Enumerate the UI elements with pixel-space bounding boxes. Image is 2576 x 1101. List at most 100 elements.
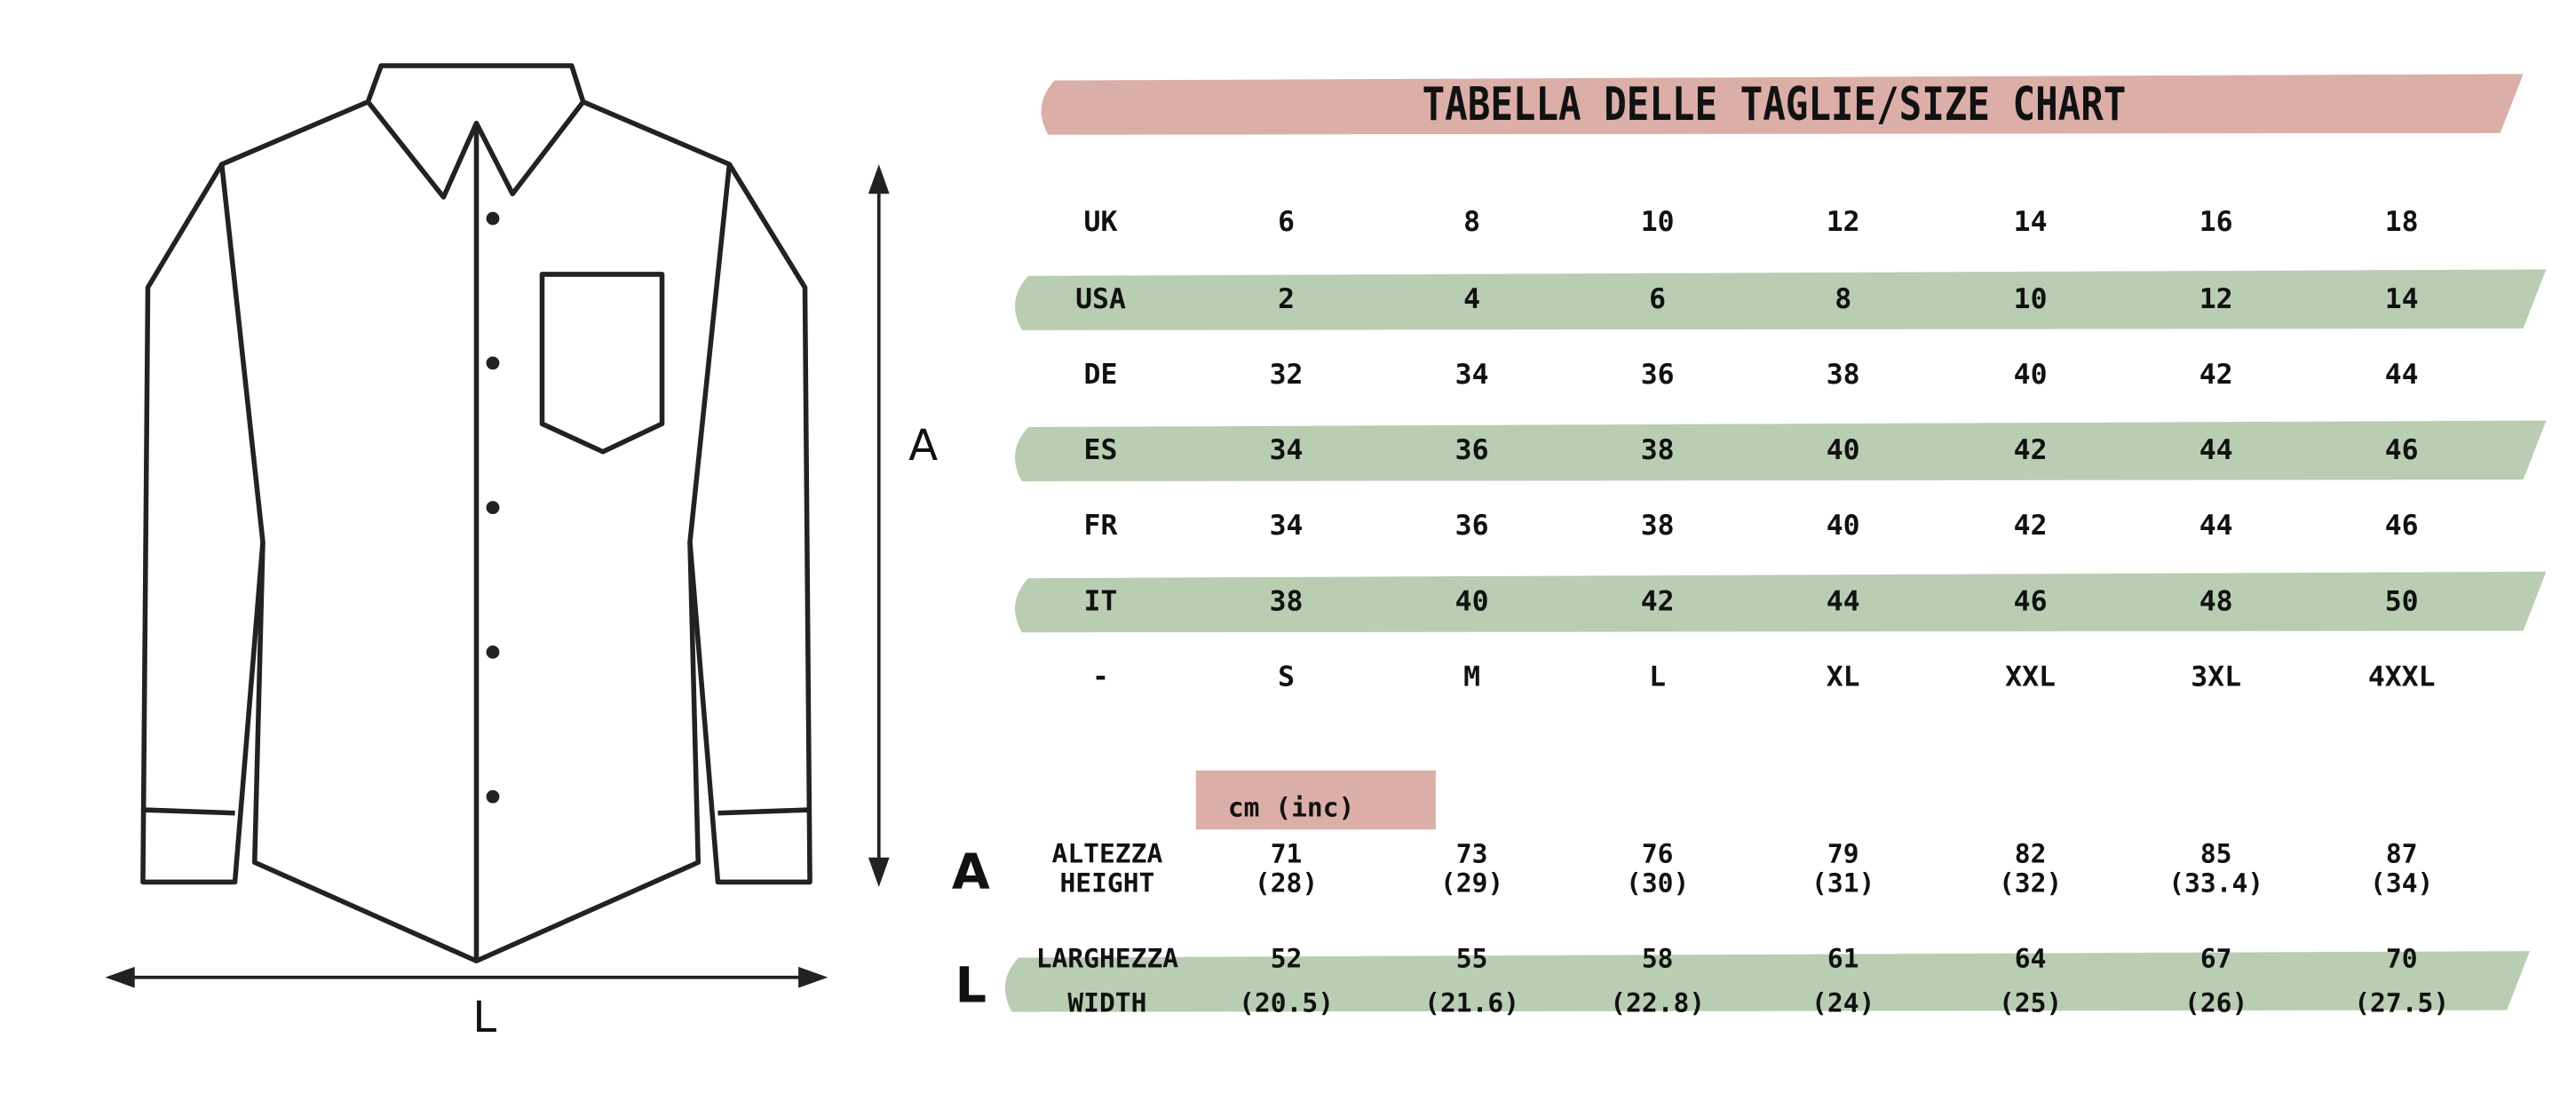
highlight-bands [1004, 74, 2547, 1012]
measure-inch: (31) [1811, 867, 1875, 899]
size-cell: 36 [1640, 359, 1675, 392]
measure-letter: L [955, 956, 987, 1015]
measure-cm: 79 [1827, 837, 1859, 869]
measure-inch: (26) [2184, 986, 2248, 1018]
measure-inch: (22.8) [1610, 986, 1706, 1018]
size-cell: 8 [1463, 206, 1481, 240]
size-cell: 14 [2013, 206, 2048, 240]
size-cell: 12 [2199, 283, 2233, 317]
size-cell: 46 [2013, 585, 2048, 619]
row-label: ES [1083, 434, 1118, 468]
size-cell: 38 [1640, 434, 1675, 468]
row-label: USA [1075, 283, 1126, 317]
size-cell: 3XL [2191, 661, 2242, 694]
measure-inch: (24) [1811, 986, 1875, 1018]
measure-cm: 58 [1641, 942, 1674, 975]
size-cell: 42 [2013, 510, 2048, 543]
measure-cm: 55 [1455, 942, 1488, 975]
row-label: IT [1083, 585, 1118, 619]
measure-cm: 85 [2200, 837, 2232, 869]
measure-inch: (20.5) [1239, 986, 1335, 1018]
row-band [1014, 571, 2547, 633]
size-cell: 12 [1826, 206, 1860, 240]
measure-cm: 70 [2385, 942, 2418, 975]
size-cell: 40 [1826, 510, 1860, 543]
size-cell: 10 [1640, 206, 1675, 240]
title-band [1041, 74, 2524, 135]
size-cell: 4XXL [2367, 661, 2436, 694]
size-cell: 34 [1269, 510, 1304, 543]
measure-cm: 87 [2385, 837, 2418, 869]
measure-inch: (27.5) [2354, 986, 2450, 1018]
measure-inch: (33.4) [2168, 867, 2264, 899]
unit-badge-bg [1195, 770, 1436, 830]
size-cell: 36 [1454, 510, 1489, 543]
size-cell: 50 [2384, 585, 2419, 619]
measure-inch: (32) [1998, 867, 2063, 899]
size-cell: 10 [2013, 283, 2048, 317]
measure-cm: 73 [1455, 837, 1488, 869]
size-cell: 42 [2199, 359, 2233, 392]
size-cell: 36 [1454, 434, 1489, 468]
measure-inch: (30) [1626, 867, 1690, 899]
size-cell: 44 [2199, 510, 2233, 543]
size-cell: 38 [1640, 510, 1675, 543]
size-cell: 2 [1278, 283, 1296, 317]
height-arrow [868, 164, 890, 887]
row-label: DE [1083, 359, 1118, 392]
size-cell: 40 [2013, 359, 2048, 392]
row-label: FR [1083, 510, 1118, 543]
measure-inch: (21.6) [1424, 986, 1520, 1018]
size-cell: 42 [2013, 434, 2048, 468]
measure-inch: (25) [1998, 986, 2063, 1018]
measure-cm: 82 [2014, 837, 2047, 869]
size-cell: 18 [2384, 206, 2419, 240]
measure-label-en: HEIGHT [1059, 867, 1155, 899]
measure-inch: (34) [2370, 867, 2434, 899]
row-band [1014, 269, 2547, 330]
width-label: L [472, 994, 497, 1043]
size-cell: 40 [1454, 585, 1489, 619]
measure-band [1004, 951, 2530, 1012]
size-cell: S [1278, 661, 1296, 694]
measure-cm: 61 [1827, 942, 1859, 975]
size-cell: XL [1826, 661, 1860, 694]
size-cell: 44 [2384, 359, 2419, 392]
row-label: - [1092, 661, 1109, 694]
size-cell: 42 [1640, 585, 1675, 619]
size-cell: 46 [2384, 510, 2419, 543]
size-cell: 44 [1826, 585, 1860, 619]
row-label: UK [1083, 206, 1118, 240]
size-cell: 6 [1649, 283, 1667, 317]
height-label: A [908, 422, 939, 471]
size-cell: 32 [1269, 359, 1304, 392]
size-cell: L [1649, 661, 1667, 694]
measure-label-it: LARGHEZZA [1035, 942, 1179, 975]
size-cell: 16 [2199, 206, 2233, 240]
size-cell: 46 [2384, 434, 2419, 468]
measure-cm: 76 [1641, 837, 1674, 869]
row-band [1014, 420, 2547, 482]
size-cell: M [1463, 661, 1481, 694]
size-cell: 34 [1269, 434, 1304, 468]
size-cell: 4 [1463, 283, 1481, 317]
unit-badge: cm (inc) [1227, 791, 1355, 823]
measure-inch: (29) [1439, 867, 1504, 899]
size-cell: 44 [2199, 434, 2233, 468]
measure-cm: 67 [2200, 942, 2232, 975]
measure-label-it: ALTEZZA [1051, 837, 1163, 869]
size-cell: 40 [1826, 434, 1860, 468]
size-cell: 48 [2199, 585, 2233, 619]
shirt-icon [140, 63, 812, 964]
size-cell: 14 [2384, 283, 2419, 317]
measure-cm: 71 [1270, 837, 1303, 869]
measure-letter: A [951, 844, 990, 902]
size-cell: 8 [1835, 283, 1852, 317]
measure-inch: (28) [1254, 867, 1319, 899]
measure-cm: 52 [1270, 942, 1303, 975]
size-cell: 34 [1454, 359, 1489, 392]
chart-title: TABELLA DELLE TAGLIE/SIZE CHART [1422, 76, 2127, 131]
size-cell: 6 [1278, 206, 1296, 240]
